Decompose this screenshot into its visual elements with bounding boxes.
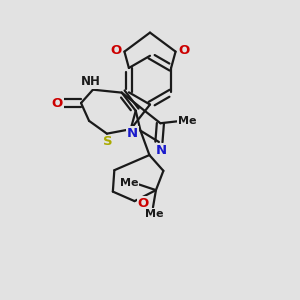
Text: Me: Me [178,116,196,126]
Text: O: O [178,44,190,57]
Text: O: O [138,197,149,210]
Text: N: N [156,144,167,157]
Text: O: O [110,44,122,57]
Text: Me: Me [145,209,164,219]
Text: NH: NH [81,75,100,88]
Text: N: N [127,127,138,140]
Text: O: O [52,97,63,110]
Text: S: S [103,136,112,148]
Text: Me: Me [120,178,138,188]
